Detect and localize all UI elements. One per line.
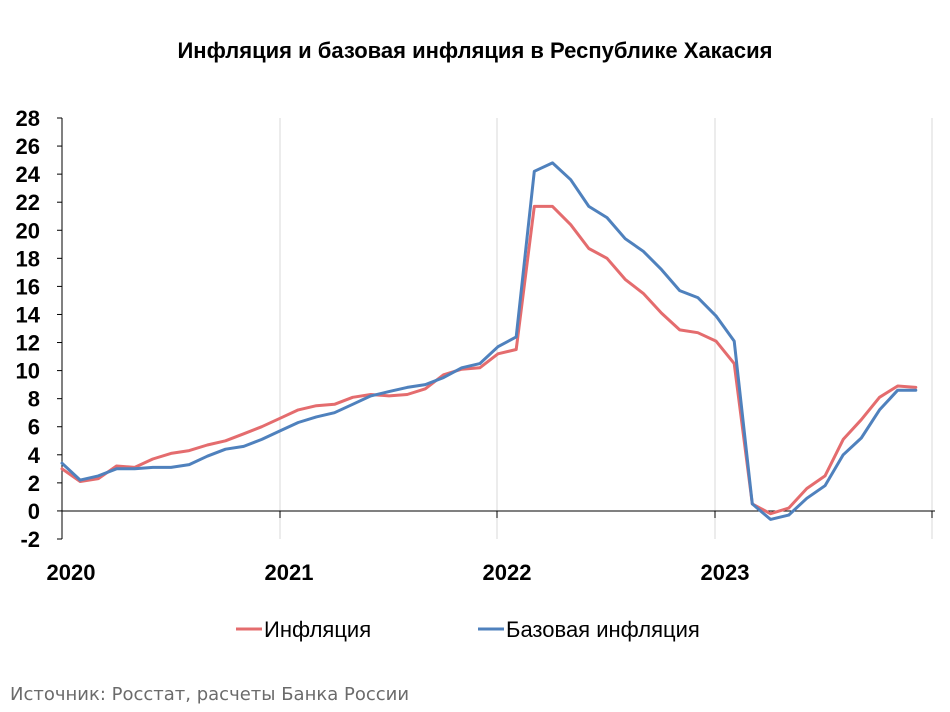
grid-lines bbox=[61, 118, 933, 539]
series-lines bbox=[60, 161, 918, 521]
legend-label: Базовая инфляция bbox=[506, 617, 700, 642]
source-note: Источник: Росстат, расчеты Банка России bbox=[10, 684, 410, 705]
x-tick-label: 2023 bbox=[701, 560, 750, 585]
series-line-inflation bbox=[60, 204, 918, 516]
chart-title: Инфляция и базовая инфляция в Республике… bbox=[177, 38, 773, 63]
y-tick-label: 8 bbox=[28, 387, 40, 412]
y-tick-label: 4 bbox=[28, 443, 41, 468]
y-tick-label: 6 bbox=[28, 415, 40, 440]
y-tick-label: 16 bbox=[16, 274, 40, 299]
y-tick-label: 12 bbox=[16, 331, 40, 356]
y-tick-label: 2 bbox=[28, 471, 40, 496]
y-tick-label: 0 bbox=[28, 499, 40, 524]
legend: Инфляция Базовая инфляция bbox=[236, 617, 700, 642]
y-tick-label: 18 bbox=[16, 246, 40, 271]
x-tick-label: 2022 bbox=[483, 560, 532, 585]
y-tick-label: 14 bbox=[16, 302, 41, 327]
y-tick-label: 10 bbox=[16, 359, 40, 384]
y-tick-label: 26 bbox=[16, 134, 40, 159]
series-line-core-inflation bbox=[60, 161, 918, 521]
y-tick-label: 20 bbox=[16, 218, 40, 243]
x-tick-label: 2021 bbox=[265, 560, 314, 585]
y-tick-label: -2 bbox=[20, 527, 40, 552]
legend-label: Инфляция bbox=[264, 617, 371, 642]
x-tick-label: 2020 bbox=[47, 560, 96, 585]
y-tick-label: 28 bbox=[16, 106, 40, 131]
y-tick-label: 24 bbox=[16, 162, 41, 187]
y-tick-label: 22 bbox=[16, 190, 40, 215]
